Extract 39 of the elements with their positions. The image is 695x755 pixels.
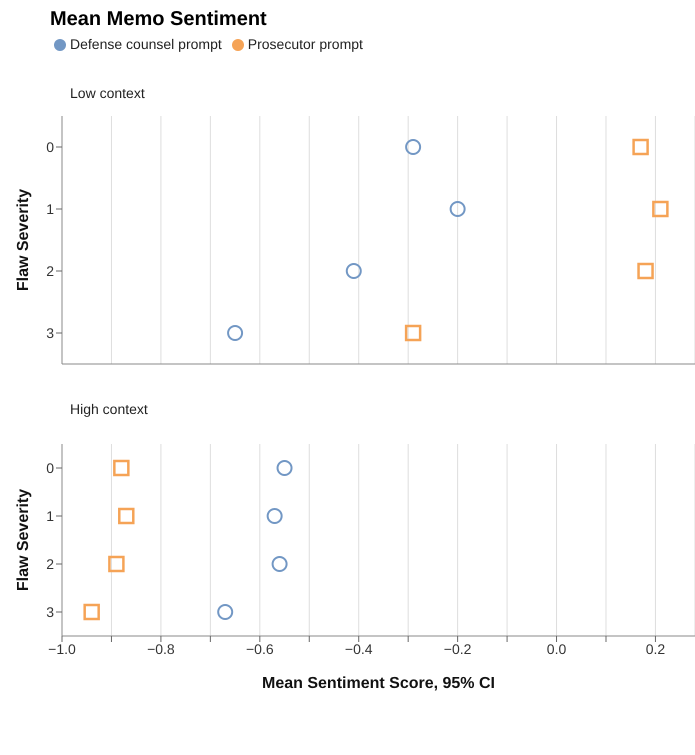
point bbox=[113, 460, 130, 476]
y-tick-label: 0 bbox=[46, 460, 54, 476]
chart-subtitle: Low context bbox=[70, 85, 145, 101]
point bbox=[652, 200, 669, 218]
y-tick-label: 2 bbox=[46, 262, 54, 279]
y-tick-label: 1 bbox=[46, 508, 54, 524]
point bbox=[637, 262, 654, 280]
x-tick-label: 0.0 bbox=[546, 640, 566, 657]
y-axis-title: Flaw Severity bbox=[15, 488, 32, 592]
y-tick-label: 0 bbox=[46, 138, 54, 155]
x-tick-label: −0.4 bbox=[344, 640, 373, 657]
x-tick-label: 0.2 bbox=[646, 640, 666, 657]
legend-label: Defense counsel prompt bbox=[70, 36, 222, 52]
point bbox=[118, 508, 135, 524]
chart-subtitle: High context bbox=[70, 401, 148, 417]
point bbox=[404, 324, 422, 342]
x-tick-label: −0.6 bbox=[246, 640, 274, 657]
point bbox=[276, 460, 293, 476]
point bbox=[450, 201, 466, 217]
legend-label: Prosecutor prompt bbox=[248, 36, 363, 52]
y-tick-label: 1 bbox=[46, 200, 54, 217]
point bbox=[108, 556, 125, 572]
y-axis-title: Flaw Severity bbox=[15, 188, 32, 292]
point bbox=[346, 263, 362, 279]
y-tick-label: 2 bbox=[46, 556, 54, 572]
point bbox=[632, 138, 649, 156]
x-axis-title: Mean Sentiment Score, 95% CI bbox=[262, 675, 495, 692]
y-tick-label: 3 bbox=[46, 604, 54, 620]
x-tick-label: −0.2 bbox=[444, 640, 472, 657]
x-tick-label: −0.8 bbox=[147, 640, 175, 657]
point bbox=[266, 508, 283, 524]
point bbox=[83, 604, 100, 620]
y-tick-label: 3 bbox=[46, 324, 54, 341]
chart-title: Mean Memo Sentiment bbox=[49, 8, 268, 32]
point bbox=[405, 139, 422, 155]
point bbox=[217, 604, 234, 620]
point bbox=[227, 325, 244, 341]
point bbox=[272, 556, 288, 572]
x-tick-label: −1.0 bbox=[48, 640, 76, 657]
